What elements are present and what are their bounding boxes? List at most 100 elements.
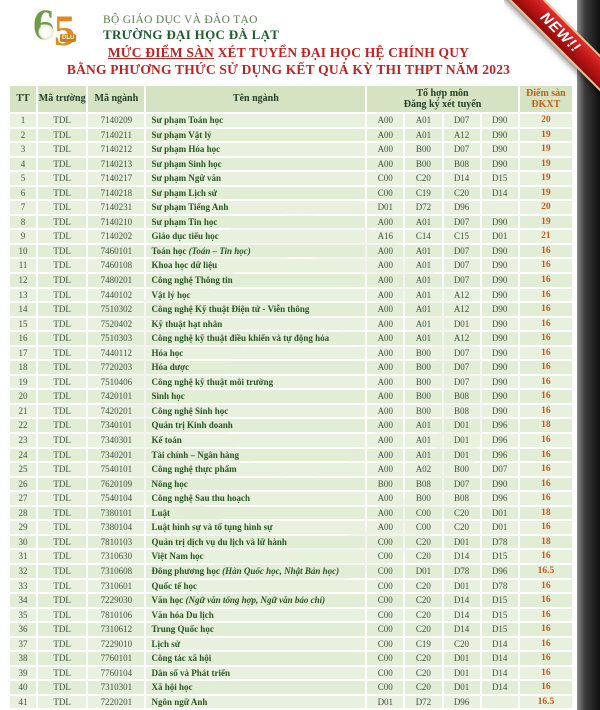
cell-ma-nganh: 7140218 (88, 186, 145, 200)
cell-diem-san: 16 (519, 244, 572, 258)
cell-diem-san: 16 (519, 303, 572, 316)
cell-ma-nganh: 7720203 (88, 361, 145, 374)
cell-combo-1: C00 (367, 666, 404, 680)
logo-digit-5: 5 (54, 8, 76, 55)
cell-ten-nganh: Tài chính – Ngân hàng (146, 448, 366, 462)
cell-combo-4: D90 (481, 128, 518, 142)
cell-combo-4: D90 (481, 390, 518, 403)
cell-combo-4: D90 (481, 274, 518, 287)
cell-ma-truong: TDL (38, 244, 87, 258)
col-header-ma-nganh: Mã ngành (88, 86, 145, 112)
cell-ma-truong: TDL (38, 361, 87, 374)
cell-tt: 29 (10, 521, 37, 534)
cell-ma-nganh: 7460108 (88, 259, 145, 273)
title-line-2: BẰNG PHƯƠNG THỨC SỬ DỤNG KẾT QUẢ KỲ THI … (66, 61, 511, 77)
table-row: 38 TDL 7760101 Công tác xã hội C00 C20 D… (10, 652, 572, 665)
table-row: 18 TDL 7720203 Hóa dược A00 B00 D07 D90 … (10, 361, 572, 374)
cell-ma-truong: TDL (38, 128, 87, 142)
cell-combo-1: C00 (367, 637, 404, 651)
cell-diem-san: 20 (519, 201, 572, 214)
cell-diem-san: 16 (519, 404, 572, 418)
cell-ma-truong: TDL (38, 114, 87, 127)
col-header-diem-san: Điểm sàn ĐKXT (519, 86, 572, 112)
cell-ma-truong: TDL (38, 492, 87, 505)
cell-combo-4: D90 (481, 303, 518, 316)
cell-combo-2: D72 (405, 695, 442, 709)
page-title: MỨC ĐIỂM SÀN XÉT TUYỂN ĐẠI HỌC HỆ CHÍNH … (0, 45, 577, 79)
cell-combo-3: D01 (443, 419, 480, 433)
cell-ma-truong: TDL (38, 419, 87, 433)
cell-combo-4 (481, 695, 518, 709)
cell-combo-1: A00 (367, 492, 404, 505)
cell-combo-3: D14 (443, 623, 480, 636)
cell-combo-2: C19 (405, 186, 442, 200)
cell-ma-truong: TDL (38, 434, 87, 447)
photo-edge-shadow (577, 0, 600, 710)
cell-ma-truong: TDL (38, 637, 87, 651)
cell-combo-1: A00 (367, 215, 404, 229)
cell-ma-truong: TDL (38, 463, 87, 476)
admission-scores-table: TT Mã trường Mã ngành Tên ngành Tổ hợp m… (8, 84, 574, 710)
cell-combo-3: D07 (443, 375, 480, 389)
cell-diem-san: 16 (519, 521, 572, 534)
university-name: TRƯỜNG ĐẠI HỌC ĐÀ LẠT (103, 27, 280, 42)
cell-ma-truong: TDL (38, 681, 87, 694)
cell-ten-nganh: Dân số và Phát triển (146, 666, 366, 680)
cell-combo-1: A16 (367, 230, 404, 243)
table-row: 20 TDL 7420101 Sinh học A00 B00 B08 D90 … (10, 390, 572, 403)
cell-ten-nganh: Văn học (Ngữ văn tổng hợp, Ngữ văn báo c… (146, 594, 366, 607)
cell-combo-3: D01 (443, 535, 480, 549)
cell-tt: 41 (10, 695, 37, 709)
cell-ma-truong: TDL (38, 535, 87, 549)
cell-ma-nganh: 7310608 (88, 564, 145, 578)
cell-combo-2: A01 (405, 332, 442, 345)
cell-combo-2: B00 (405, 157, 442, 171)
cell-tt: 39 (10, 666, 37, 680)
cell-combo-1: A00 (367, 114, 404, 127)
cell-diem-san: 19 (519, 128, 572, 142)
cell-ma-truong: TDL (38, 666, 87, 680)
cell-combo-1: D01 (367, 695, 404, 709)
cell-combo-4: D78 (481, 579, 518, 593)
cell-tt: 30 (10, 535, 37, 549)
cell-ten-nganh: Trung Quốc học (146, 623, 366, 636)
cell-ten-nganh: Sư phạm Vật lý (146, 128, 366, 142)
cell-tt: 33 (10, 579, 37, 593)
cell-combo-4: D15 (481, 608, 518, 622)
cell-ma-nganh: 7229010 (88, 637, 145, 651)
cell-ma-truong: TDL (38, 346, 87, 360)
cell-combo-4: D90 (481, 114, 518, 127)
table-header-row: TT Mã trường Mã ngành Tên ngành Tổ hợp m… (10, 86, 572, 112)
cell-combo-1: C00 (367, 608, 404, 622)
cell-tt: 15 (10, 317, 37, 331)
cell-ten-nganh: Vật lý học (146, 288, 366, 302)
cell-combo-1: A00 (367, 317, 404, 331)
cell-combo-2: A01 (405, 215, 442, 229)
cell-combo-3: A12 (443, 128, 480, 142)
cell-ten-nganh: Quốc tế học (146, 579, 366, 593)
cell-ma-nganh: 7420101 (88, 390, 145, 403)
cell-combo-2: A01 (405, 244, 442, 258)
cell-ma-truong: TDL (38, 303, 87, 316)
cell-ten-nganh: Lịch sử (146, 637, 366, 651)
cell-tt: 16 (10, 332, 37, 345)
table-row: 30 TDL 7810103 Quản trị dịch vụ du lịch … (10, 535, 572, 549)
cell-ma-truong: TDL (38, 274, 87, 287)
cell-ma-nganh: 7540101 (88, 463, 145, 476)
cell-ten-nganh: Khoa học dữ liệu (146, 259, 366, 273)
cell-combo-3: D01 (443, 579, 480, 593)
cell-ma-nganh: 7310601 (88, 579, 145, 593)
cell-combo-3: A12 (443, 332, 480, 345)
cell-combo-1: C00 (367, 564, 404, 578)
cell-combo-2: D72 (405, 201, 442, 214)
col-header-tt: TT (10, 86, 37, 112)
cell-diem-san: 19 (519, 143, 572, 156)
cell-combo-3: D01 (443, 666, 480, 680)
cell-combo-4: D01 (481, 506, 518, 520)
cell-combo-1: C00 (367, 594, 404, 607)
cell-ma-truong: TDL (38, 201, 87, 214)
university-65-logo: 6 5 DLU (33, 4, 97, 54)
cell-combo-2: C20 (405, 535, 442, 549)
cell-combo-4: D14 (481, 637, 518, 651)
